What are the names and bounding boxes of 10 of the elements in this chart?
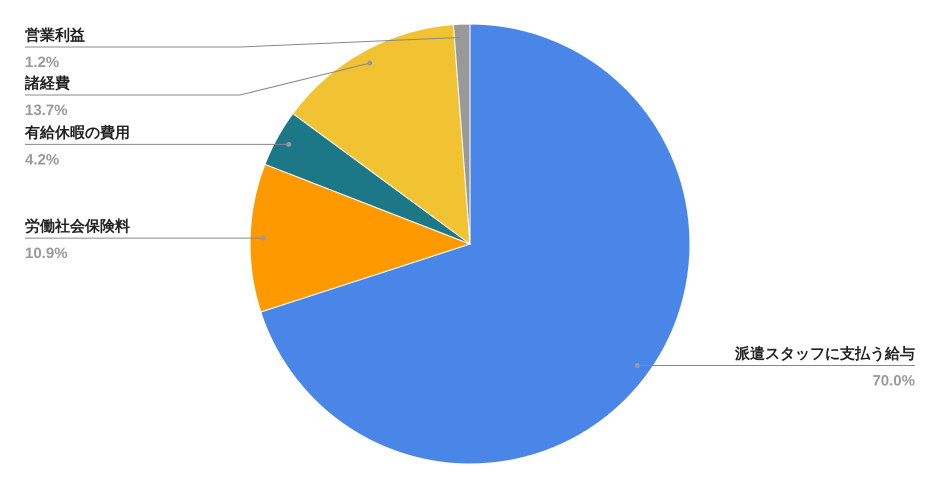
- slice-label: 労働社会保険料: [25, 218, 130, 236]
- data-label: 13.7%: [25, 102, 68, 119]
- slice-label: 有給休暇の費用: [24, 124, 130, 142]
- slice-label: 営業利益: [25, 27, 85, 44]
- data-label: 70.0%: [872, 372, 915, 390]
- data-label: 1.2%: [25, 54, 60, 71]
- data-label: 4.2%: [25, 151, 60, 168]
- slice-label: 諸経費: [24, 75, 70, 92]
- slice-label: 派遣スタッフに支払う給与: [734, 346, 915, 363]
- data-label: 10.9%: [25, 245, 68, 262]
